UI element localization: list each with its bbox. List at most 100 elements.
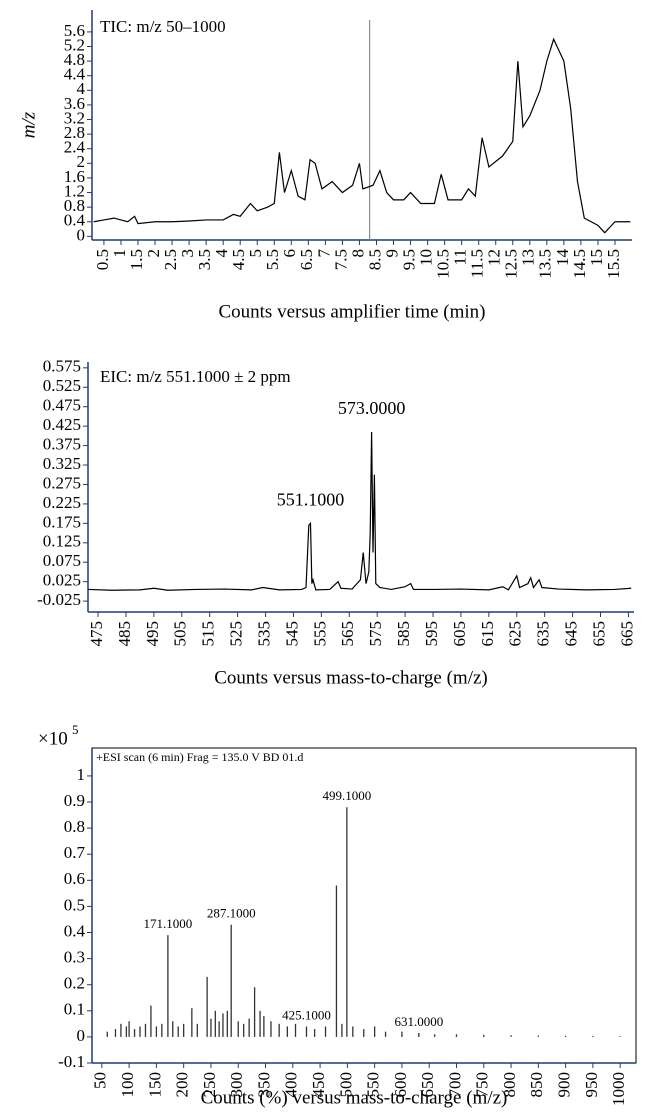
x-tick-label: 3.5 xyxy=(195,249,214,270)
x-tick-label: 515 xyxy=(199,621,218,647)
y-tick-label: 4 xyxy=(77,79,86,98)
x-axis-label: Counts versus amplifier time (min) xyxy=(218,301,485,322)
x-tick-label: 645 xyxy=(561,621,580,647)
y-tick-label: 0.125 xyxy=(43,532,81,551)
x-tick-label: 12.5 xyxy=(502,249,521,279)
y-tick-label: 0.8 xyxy=(64,196,85,215)
x-tick-label: 8 xyxy=(348,249,367,258)
y-tick-label: 1.2 xyxy=(64,181,85,200)
x-tick-label: 300 xyxy=(227,1072,246,1098)
x-tick-label: 5.5 xyxy=(263,249,282,270)
chart-title: TIC: m/z 50–1000 xyxy=(100,17,226,36)
y-tick-label: 2.8 xyxy=(64,123,85,142)
y-tick-label: 0.5 xyxy=(64,895,85,914)
y-tick-label: 2 xyxy=(77,152,86,171)
peak-label: 499.1000 xyxy=(322,788,371,803)
y-tick-label: 0.9 xyxy=(64,791,85,810)
x-tick-label: 15.5 xyxy=(604,249,623,279)
y-multiplier-exponent: 5 xyxy=(72,722,79,737)
x-tick-label: 250 xyxy=(200,1072,219,1098)
peak-label: 287.1000 xyxy=(207,906,256,921)
x-tick-label: 3 xyxy=(178,249,197,258)
peak-label: 573.0000 xyxy=(338,398,406,418)
y-tick-label: 0.325 xyxy=(43,454,81,473)
y-tick-label: 0.2 xyxy=(64,974,85,993)
x-tick-label: 475 xyxy=(87,621,106,647)
data-line xyxy=(93,37,631,234)
y-tick-label: 4.4 xyxy=(64,65,86,84)
y-tick-label: 5.2 xyxy=(64,35,85,54)
x-tick-label: 2.5 xyxy=(161,249,180,270)
x-tick-label: 625 xyxy=(506,621,525,647)
y-tick-label: 4.8 xyxy=(64,50,85,69)
x-tick-label: 800 xyxy=(500,1072,519,1098)
x-tick-label: 4 xyxy=(212,249,231,258)
x-tick-label: 9 xyxy=(382,249,401,258)
x-tick-label: 350 xyxy=(254,1072,273,1098)
x-tick-label: 850 xyxy=(527,1072,546,1098)
y-tick-label: -0.1 xyxy=(58,1052,85,1071)
peak-label: 425.1000 xyxy=(282,1007,331,1022)
data-line xyxy=(88,431,632,591)
x-tick-label: 15 xyxy=(587,249,606,266)
x-tick-label: 450 xyxy=(309,1072,328,1098)
x-tick-label: 700 xyxy=(445,1072,464,1098)
y-tick-label: 0.475 xyxy=(43,396,81,415)
y-tick-label: 0 xyxy=(77,225,86,244)
x-tick-label: 525 xyxy=(227,621,246,647)
y-tick-label: 0.225 xyxy=(43,493,81,512)
x-tick-label: 635 xyxy=(534,621,553,647)
y-tick-label: 5.6 xyxy=(64,21,85,40)
y-tick-label: 0.275 xyxy=(43,473,81,492)
x-tick-label: 750 xyxy=(473,1072,492,1098)
x-tick-label: 655 xyxy=(589,621,608,647)
y-tick-label: 0.8 xyxy=(64,817,85,836)
y-tick-label: 2.4 xyxy=(64,138,86,157)
x-tick-label: 650 xyxy=(418,1072,437,1098)
y-tick-label: 0.075 xyxy=(43,551,81,570)
y-tick-label: 0.3 xyxy=(64,948,85,967)
x-tick-label: 665 xyxy=(617,621,636,647)
x-axis-label: Counts versus mass-to-charge (m/z) xyxy=(214,667,488,688)
x-tick-label: 7.5 xyxy=(331,249,350,270)
peak-label: 171.1000 xyxy=(144,916,193,931)
x-tick-label: 400 xyxy=(282,1072,301,1098)
x-tick-label: 535 xyxy=(254,621,273,647)
x-tick-label: 10.5 xyxy=(434,249,453,279)
y-tick-label: 0.425 xyxy=(43,415,81,434)
y-tick-label: 0.4 xyxy=(64,921,86,940)
y-tick-label: 1 xyxy=(77,765,86,784)
x-tick-label: 575 xyxy=(366,621,385,647)
y-tick-label: 0.4 xyxy=(64,211,86,230)
x-tick-label: 12 xyxy=(485,249,504,266)
x-tick-label: 555 xyxy=(310,621,329,647)
y-tick-label: 0.7 xyxy=(64,843,86,862)
x-tick-label: 550 xyxy=(364,1072,383,1098)
y-tick-label: 3.6 xyxy=(64,94,85,113)
x-tick-label: 505 xyxy=(171,621,190,647)
y-tick-label: 0.525 xyxy=(43,376,81,395)
x-tick-label: 6 xyxy=(280,249,299,258)
y-tick-label: 0.375 xyxy=(43,434,81,453)
x-tick-label: 6.5 xyxy=(297,249,316,270)
x-tick-label: 11 xyxy=(451,249,470,265)
x-tick-label: 14.5 xyxy=(570,249,589,279)
y-axis-label: m/z xyxy=(18,111,39,138)
x-tick-label: 615 xyxy=(478,621,497,647)
x-tick-label: 495 xyxy=(143,621,162,647)
y-tick-label: 0.175 xyxy=(43,512,81,531)
x-tick-label: 485 xyxy=(115,621,134,647)
x-tick-label: 2 xyxy=(144,249,163,258)
x-tick-label: 600 xyxy=(391,1072,410,1098)
x-tick-label: 5 xyxy=(246,249,265,258)
x-tick-label: 150 xyxy=(145,1072,164,1098)
x-tick-label: 10 xyxy=(416,249,435,266)
x-tick-label: 585 xyxy=(394,621,413,647)
x-tick-label: 200 xyxy=(173,1072,192,1098)
y-tick-label: 3.2 xyxy=(64,108,85,127)
x-tick-label: 7 xyxy=(314,249,333,258)
x-tick-label: 8.5 xyxy=(365,249,384,270)
x-tick-label: 14 xyxy=(553,249,572,267)
